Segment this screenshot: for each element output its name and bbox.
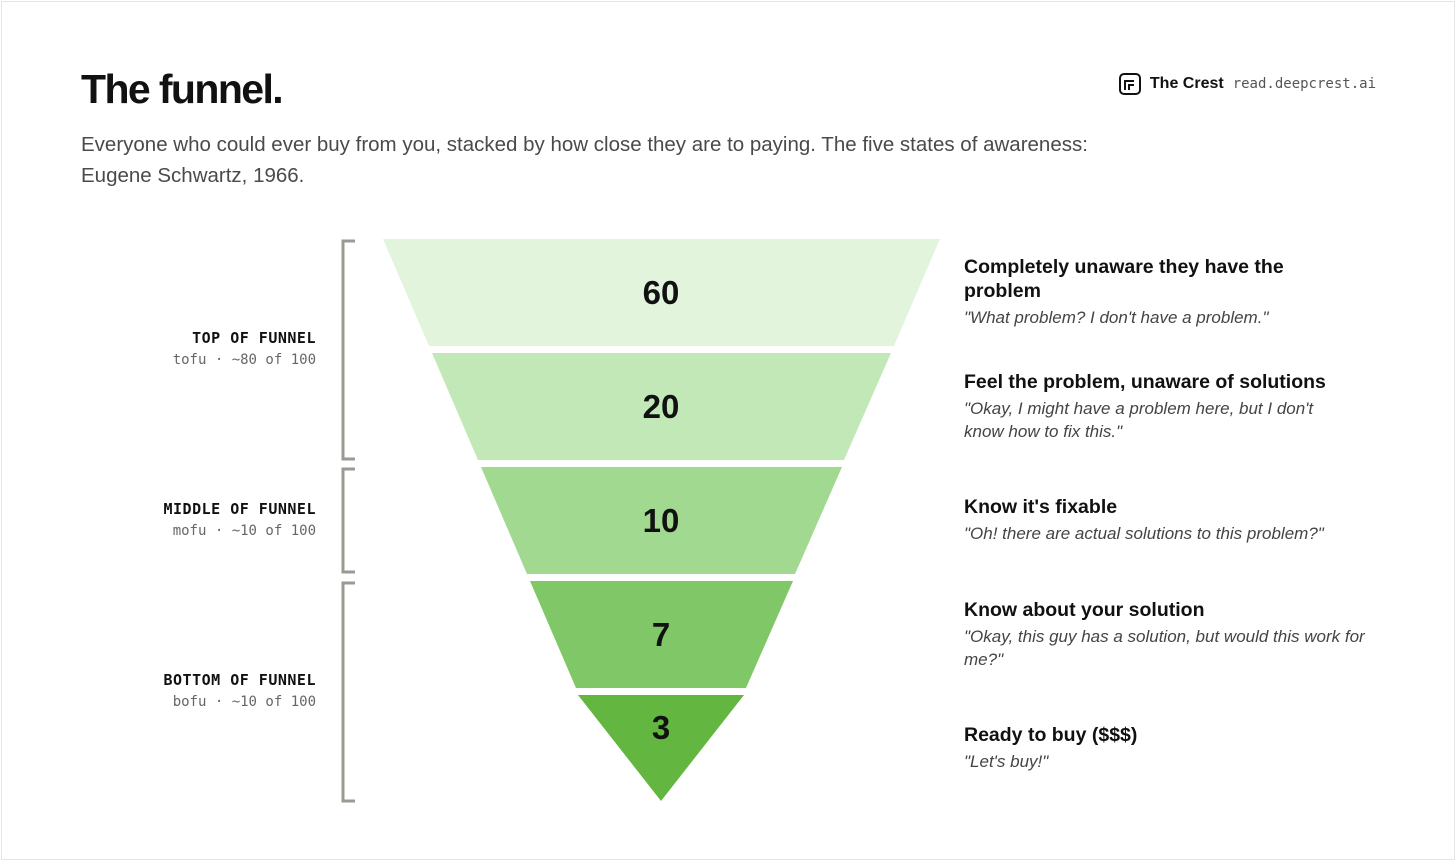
level-quote: "What problem? I don't have a problem." — [964, 308, 1269, 327]
funnel-value-4: 7 — [652, 616, 670, 653]
funnel-band-4 — [530, 581, 793, 688]
funnel-band-5 — [578, 695, 744, 801]
level-description-5: Ready to buy ($$$) "Let's buy!" — [964, 723, 1384, 773]
level-quote: "Let's buy!" — [964, 752, 1049, 771]
level-quote: "Oh! there are actual solutions to this … — [964, 524, 1324, 543]
stage-sub-top: tofu · ~80 of 100 — [172, 352, 316, 368]
bracket-bottom — [341, 581, 355, 803]
page-title: The funnel. — [81, 66, 284, 112]
level-description-2: Feel the problem, unaware of solutions "… — [964, 370, 1384, 443]
level-quote: "Okay, I might have a problem here, but … — [964, 399, 1314, 441]
funnel-bands — [383, 239, 940, 801]
stage-brackets — [341, 239, 355, 803]
stage-sub-middle: mofu · ~10 of 100 — [172, 523, 316, 539]
page-subtitle: Everyone who could ever buy from you, st… — [81, 133, 1088, 187]
funnel-value-2: 20 — [643, 388, 680, 425]
level-title: Feel the problem, unaware of solutions — [964, 371, 1326, 393]
crest-logo-icon — [1118, 73, 1141, 95]
funnel-value-3: 10 — [643, 502, 680, 539]
level-description-3: Know it's fixable "Oh! there are actual … — [964, 495, 1384, 545]
level-title: Completely unaware they have the problem — [964, 256, 1284, 302]
stage-sub-bottom: bofu · ~10 of 100 — [172, 694, 316, 710]
level-title: Know it's fixable — [964, 496, 1118, 518]
brand-url: read.deepcrest.ai — [1232, 76, 1376, 92]
stage-name-middle: MIDDLE OF FUNNEL — [163, 500, 316, 518]
funnel-value-5: 3 — [652, 709, 670, 746]
level-quote: "Okay, this guy has a solution, but woul… — [964, 627, 1365, 669]
level-description-1: Completely unaware they have the problem… — [964, 255, 1384, 329]
funnel-band-1 — [383, 239, 940, 346]
funnel-band-2 — [432, 353, 891, 460]
stage-name-bottom: BOTTOM OF FUNNEL — [163, 671, 316, 689]
bracket-top — [341, 239, 355, 461]
level-title: Know about your solution — [964, 599, 1205, 621]
brand-name: The Crest — [1149, 75, 1224, 92]
stage-name-top: TOP OF FUNNEL — [192, 329, 316, 347]
level-description-4: Know about your solution "Okay, this guy… — [964, 598, 1384, 671]
bracket-middle — [341, 467, 355, 574]
level-title: Ready to buy ($$$) — [964, 724, 1138, 746]
funnel-band-3 — [481, 467, 842, 574]
brand: The Crest read.deepcrest.ai — [1118, 73, 1376, 95]
funnel-value-1: 60 — [643, 274, 680, 311]
